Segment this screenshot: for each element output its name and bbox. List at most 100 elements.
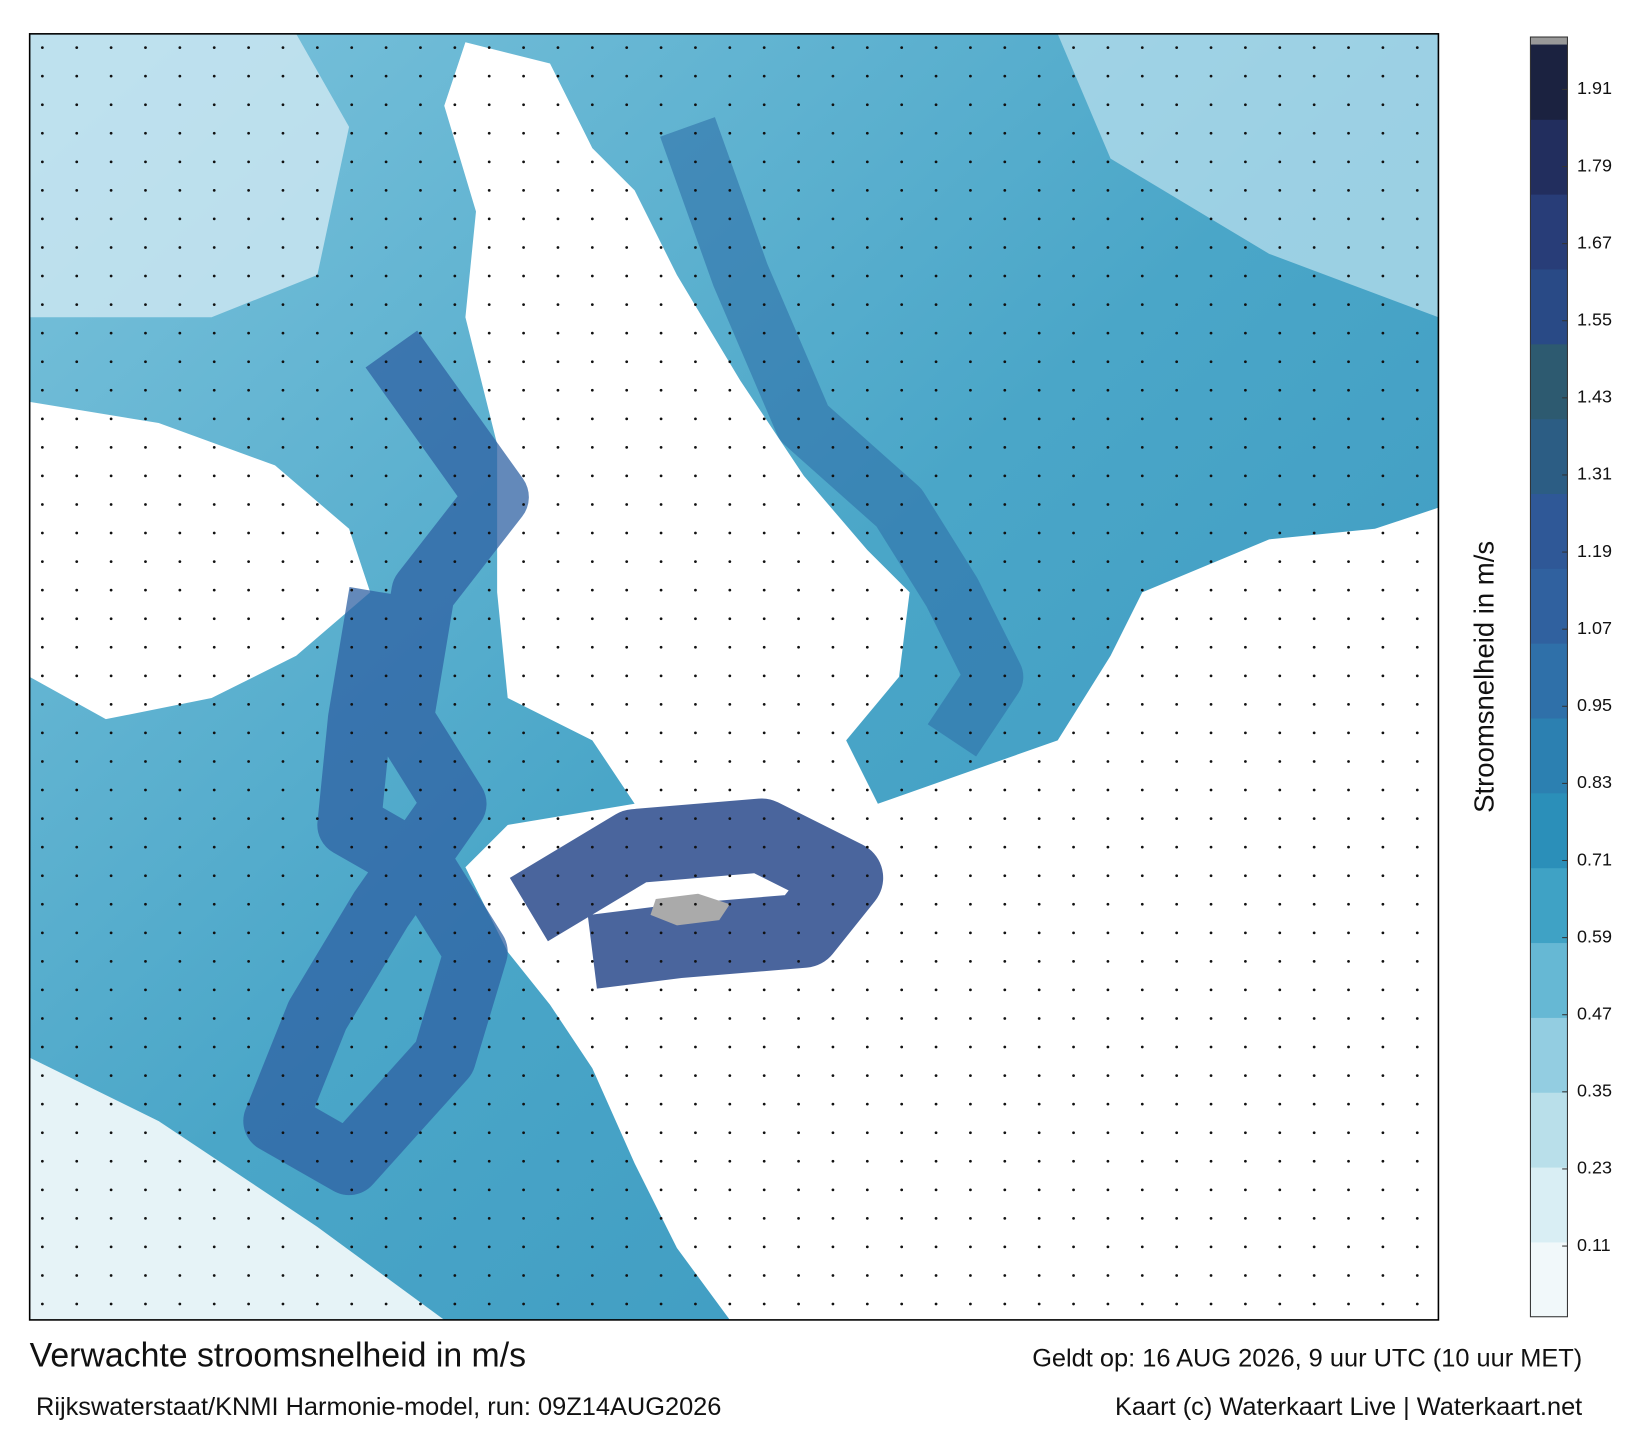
current-dot bbox=[1347, 817, 1350, 820]
current-dot bbox=[419, 1302, 422, 1306]
current-dot bbox=[1175, 503, 1179, 506]
current-dot bbox=[1140, 131, 1144, 135]
current-dot bbox=[350, 1188, 354, 1192]
current-dot bbox=[831, 160, 835, 164]
current-dot bbox=[212, 188, 216, 192]
current-dot bbox=[1312, 1045, 1316, 1049]
current-dot bbox=[281, 188, 285, 192]
current-dot bbox=[1381, 874, 1385, 878]
current-dot bbox=[315, 46, 319, 49]
current-dot bbox=[556, 1274, 560, 1277]
current-dot bbox=[384, 731, 388, 735]
current-dot bbox=[865, 1217, 869, 1220]
current-dot bbox=[1106, 160, 1110, 164]
current-dot bbox=[831, 674, 835, 678]
current-dot bbox=[797, 988, 800, 992]
current-dot bbox=[144, 674, 147, 678]
current-dot bbox=[1106, 788, 1110, 792]
current-dot bbox=[1003, 331, 1007, 335]
current-dot bbox=[762, 731, 766, 735]
current-dot bbox=[384, 1131, 388, 1135]
current-dot bbox=[40, 645, 44, 649]
current-dot bbox=[1037, 617, 1041, 621]
current-dot bbox=[659, 1131, 663, 1135]
current-dot bbox=[590, 588, 594, 592]
current-dot bbox=[178, 617, 182, 621]
current-dot bbox=[1381, 988, 1385, 992]
colorbar-tick-label: 1.43 bbox=[1577, 387, 1612, 407]
current-dot bbox=[969, 1102, 972, 1106]
current-dot bbox=[212, 560, 216, 563]
current-dot bbox=[1072, 760, 1075, 763]
current-dot bbox=[144, 360, 147, 364]
current-dot bbox=[178, 1131, 182, 1135]
current-dot bbox=[762, 902, 766, 906]
current-dot bbox=[1003, 1217, 1007, 1220]
current-dot bbox=[694, 188, 697, 192]
current-dot bbox=[247, 1217, 250, 1220]
current-dot bbox=[1312, 1245, 1316, 1249]
current-dot bbox=[212, 674, 216, 678]
current-dot bbox=[453, 617, 457, 621]
current-dot bbox=[556, 246, 560, 249]
current-dot bbox=[1347, 1217, 1350, 1220]
current-dot bbox=[522, 1217, 525, 1220]
current-dot bbox=[1072, 160, 1075, 164]
current-dot bbox=[384, 1217, 388, 1220]
current-dot bbox=[934, 931, 938, 935]
current-dot bbox=[1278, 46, 1282, 49]
current-dot bbox=[1106, 1074, 1110, 1077]
current-dot bbox=[281, 274, 285, 278]
current-dot bbox=[419, 388, 422, 392]
current-dot bbox=[659, 246, 663, 249]
current-dot bbox=[1381, 1131, 1385, 1135]
current-dot bbox=[969, 1017, 972, 1020]
current-dot bbox=[1140, 46, 1144, 49]
current-dot bbox=[625, 845, 629, 849]
current-dot bbox=[1106, 845, 1110, 849]
current-dot bbox=[487, 902, 491, 906]
current-dot bbox=[247, 988, 250, 992]
current-dot bbox=[1278, 874, 1282, 878]
current-dot bbox=[1347, 531, 1350, 535]
current-dot bbox=[144, 445, 147, 449]
current-dot bbox=[1244, 503, 1247, 506]
current-dot bbox=[487, 246, 491, 249]
current-dot bbox=[1037, 560, 1041, 563]
current-dot bbox=[934, 388, 938, 392]
current-dot bbox=[659, 788, 663, 792]
current-dot bbox=[419, 674, 422, 678]
current-dot bbox=[762, 131, 766, 135]
current-dot bbox=[1106, 674, 1110, 678]
current-dot bbox=[590, 731, 594, 735]
current-dot bbox=[969, 731, 972, 735]
current-dot bbox=[1072, 1017, 1075, 1020]
current-dot bbox=[797, 703, 800, 706]
current-dot bbox=[900, 731, 904, 735]
current-dot bbox=[625, 703, 629, 706]
current-dot bbox=[419, 1188, 422, 1192]
current-dot bbox=[1244, 1074, 1247, 1077]
current-dot bbox=[1381, 46, 1385, 49]
current-dot bbox=[797, 931, 800, 935]
current-dot bbox=[1347, 731, 1350, 735]
current-dot bbox=[694, 845, 697, 849]
current-dot bbox=[487, 1188, 491, 1192]
current-dot bbox=[1278, 1074, 1282, 1077]
current-dot bbox=[109, 417, 113, 421]
current-dot bbox=[831, 1245, 835, 1249]
current-dot bbox=[384, 988, 388, 992]
current-dot bbox=[1175, 74, 1179, 78]
current-dot bbox=[522, 274, 525, 278]
current-dot bbox=[144, 1017, 147, 1020]
current-dot bbox=[1072, 103, 1075, 107]
current-dot bbox=[212, 788, 216, 792]
current-dot bbox=[522, 1102, 525, 1106]
current-dot bbox=[1244, 874, 1247, 878]
current-dot bbox=[831, 1045, 835, 1049]
current-dot bbox=[865, 760, 869, 763]
current-dot bbox=[1003, 46, 1007, 49]
current-dot bbox=[865, 703, 869, 706]
current-dot bbox=[1140, 188, 1144, 192]
current-dot bbox=[144, 817, 147, 820]
